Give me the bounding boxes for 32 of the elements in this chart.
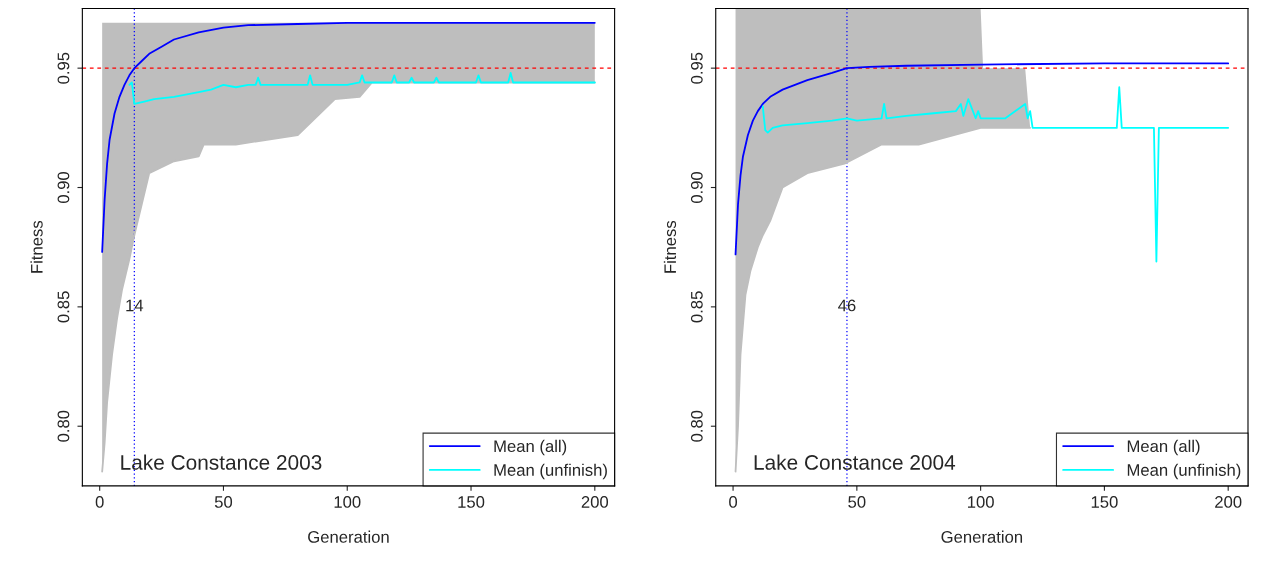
y-tick-label: 0.80	[57, 410, 70, 442]
x-tick-label: 50	[848, 496, 866, 508]
x-axis-title: Generation	[941, 530, 1023, 543]
x-tick-label: 0	[95, 496, 104, 508]
y-axis-title: Fitness	[30, 220, 43, 273]
line-series	[128, 72, 596, 105]
legend-label: Mean (all)	[494, 439, 567, 456]
x-tick-label: 50	[214, 496, 233, 508]
legend-label: Mean (unfinish)	[494, 463, 607, 480]
y-tick-label: 0.85	[690, 291, 703, 323]
x-tick-label: 100	[334, 496, 361, 508]
x-axis-title: Generation	[308, 530, 389, 543]
y-tick-label: 0.85	[57, 291, 70, 323]
x-tick-label: 100	[968, 496, 994, 508]
x-tick-label: 0	[729, 496, 738, 508]
legend-label: Mean (all)	[1127, 439, 1200, 456]
annotation: 46	[838, 299, 856, 312]
x-tick-label: 200	[581, 496, 609, 508]
line-series	[761, 86, 1230, 263]
y-tick-label: 0.95	[57, 52, 70, 84]
annotation: 14	[126, 299, 144, 312]
annotation: Lake Constance 2003	[121, 454, 322, 470]
annotation: Lake Constance 2004	[754, 454, 956, 470]
y-tick-label: 0.80	[690, 410, 703, 442]
y-axis-title: Fitness	[663, 220, 677, 273]
y-tick-label: 0.90	[57, 171, 70, 204]
y-tick-label: 0.90	[690, 171, 703, 204]
x-tick-label: 200	[1215, 496, 1242, 508]
x-tick-label: 150	[458, 496, 485, 508]
y-tick-label: 0.95	[690, 52, 703, 84]
x-tick-label: 150	[1091, 496, 1118, 508]
legend-label: Mean (unfinish)	[1127, 463, 1241, 480]
